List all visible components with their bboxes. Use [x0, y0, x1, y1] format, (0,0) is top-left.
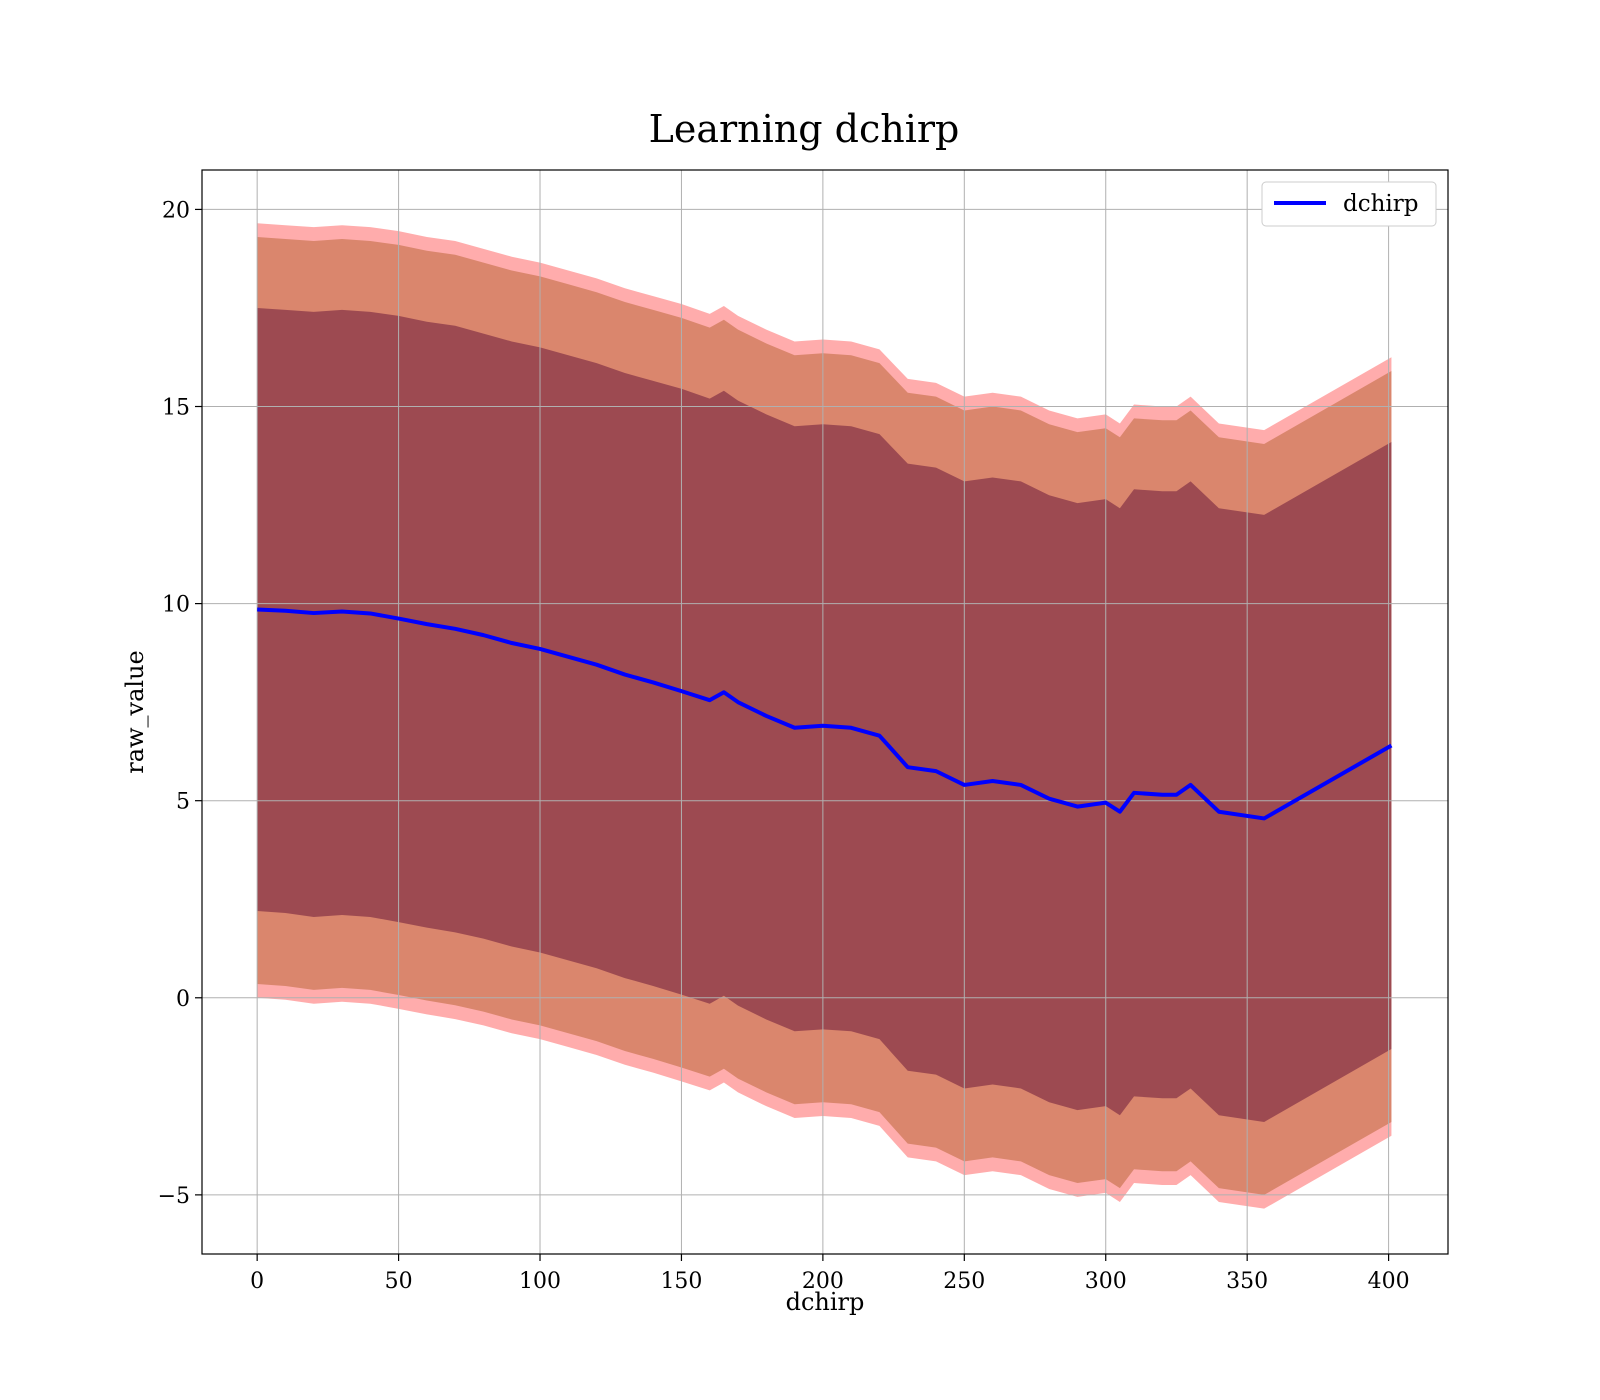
- x-tick-label-1: 50: [385, 1269, 413, 1294]
- x-tick-label-5: 250: [943, 1269, 985, 1294]
- y-tick-label-2: 5: [176, 790, 190, 815]
- x-tick-label-4: 200: [802, 1269, 844, 1294]
- y-tick-label-5: 20: [162, 198, 190, 223]
- x-tick-label-7: 350: [1226, 1269, 1268, 1294]
- legend-box: [1261, 181, 1437, 227]
- series-lines: [257, 607, 1393, 821]
- legend-label-dchirp: dchirp: [1343, 191, 1419, 217]
- plot-frame: [201, 169, 1449, 1255]
- x-tick-label-8: 400: [1368, 1269, 1410, 1294]
- confidence-bands: [257, 223, 1392, 1209]
- y-tick-label-3: 10: [162, 593, 190, 618]
- legend: dchirp: [1261, 181, 1437, 227]
- y-tick-label-1: 0: [176, 987, 190, 1012]
- x-axis-ticks: 0 50 100 150 200 250 300 350 400: [250, 1254, 1410, 1294]
- x-tick-label-6: 300: [1085, 1269, 1127, 1294]
- grid: [202, 170, 1448, 1254]
- y-tick-label-0: −5: [158, 1184, 190, 1209]
- band-inner: [257, 307, 1392, 1122]
- x-tick-label-0: 0: [250, 1269, 264, 1294]
- y-tick-label-4: 15: [162, 396, 190, 421]
- y-axis-ticks: −5 0 5 10 15 20: [158, 198, 202, 1209]
- y-axis-label: raw_value: [121, 650, 149, 774]
- x-axis-label: dchirp: [786, 1288, 865, 1316]
- chart-title: Learning dchirp: [649, 107, 960, 151]
- x-tick-label-3: 150: [660, 1269, 702, 1294]
- plot-area: [201, 169, 1449, 1255]
- series-line-dchirp: [257, 607, 1393, 821]
- x-tick-label-2: 100: [519, 1269, 561, 1294]
